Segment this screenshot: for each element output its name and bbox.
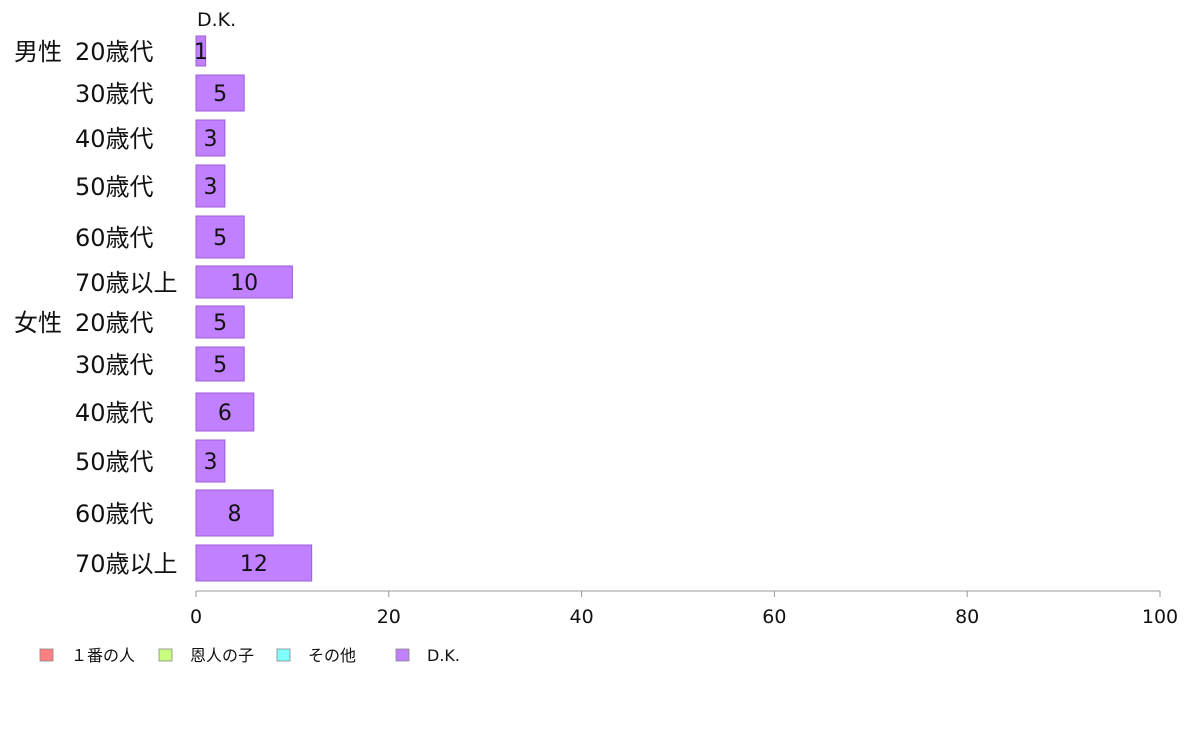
legend-label: 恩人の子 — [190, 646, 254, 665]
bar-value-label: 5 — [213, 82, 227, 107]
group-label: 女性 — [14, 309, 62, 337]
bar-value-label: 3 — [203, 450, 217, 475]
x-tick-label: 20 — [377, 606, 401, 628]
x-tick-label: 0 — [190, 606, 202, 628]
bar — [195, 215, 245, 259]
legend-swatch — [39, 648, 54, 662]
bar — [195, 439, 226, 483]
bar-value-label: 10 — [230, 271, 258, 296]
bar-value-label: 1 — [194, 40, 208, 65]
bar — [195, 489, 274, 537]
row-label: 20歳代 — [75, 38, 154, 66]
bar — [195, 119, 226, 157]
x-tick-label: 60 — [762, 606, 786, 628]
bar-value-label: 12 — [240, 552, 268, 577]
bar — [195, 392, 255, 432]
group-label: 男性 — [14, 38, 62, 66]
bar — [195, 265, 293, 299]
bar-value-label: 3 — [203, 175, 217, 200]
row-label: 30歳代 — [75, 80, 154, 108]
x-axis: 0 20 40 60 80 100 — [190, 590, 1178, 628]
bar-value-label: 6 — [218, 401, 232, 426]
rows: 男性 20歳代 1 30歳代 5 40歳代 3 50歳代 3 60歳代 5 70歳以上 10 女性 20歳代… — [14, 35, 313, 582]
bar — [195, 35, 207, 67]
legend-label: D.K. — [427, 646, 460, 665]
legend-swatch — [276, 648, 291, 662]
bar-value-label: 8 — [228, 502, 242, 527]
legend: １番の人 恩人の子 その他 D.K. — [39, 646, 460, 665]
row-label: 70歳以上 — [75, 269, 178, 297]
series-title: D.K. — [197, 9, 236, 31]
bar — [195, 74, 245, 112]
row-label: 50歳代 — [75, 173, 154, 201]
bar — [195, 305, 245, 339]
legend-label: その他 — [308, 646, 356, 665]
row-label: 30歳代 — [75, 351, 154, 379]
legend-swatch — [158, 648, 173, 662]
row-label: 60歳代 — [75, 224, 154, 252]
x-tick-label: 40 — [570, 606, 594, 628]
legend-swatch — [395, 648, 410, 662]
bar — [195, 544, 313, 582]
row-label: 40歳代 — [75, 399, 154, 427]
row-label: 20歳代 — [75, 309, 154, 337]
bar — [195, 346, 245, 382]
x-tick-label: 80 — [955, 606, 979, 628]
bar-value-label: 5 — [213, 353, 227, 378]
row-label: 40歳代 — [75, 125, 154, 153]
bar-value-label: 3 — [203, 127, 217, 152]
bar — [195, 164, 226, 208]
row-label: 70歳以上 — [75, 550, 178, 578]
legend-label: １番の人 — [71, 646, 135, 665]
row-label: 50歳代 — [75, 448, 154, 476]
bar-value-label: 5 — [213, 311, 227, 336]
x-tick-label: 100 — [1142, 606, 1178, 628]
row-label: 60歳代 — [75, 500, 154, 528]
bar-value-label: 5 — [213, 226, 227, 251]
